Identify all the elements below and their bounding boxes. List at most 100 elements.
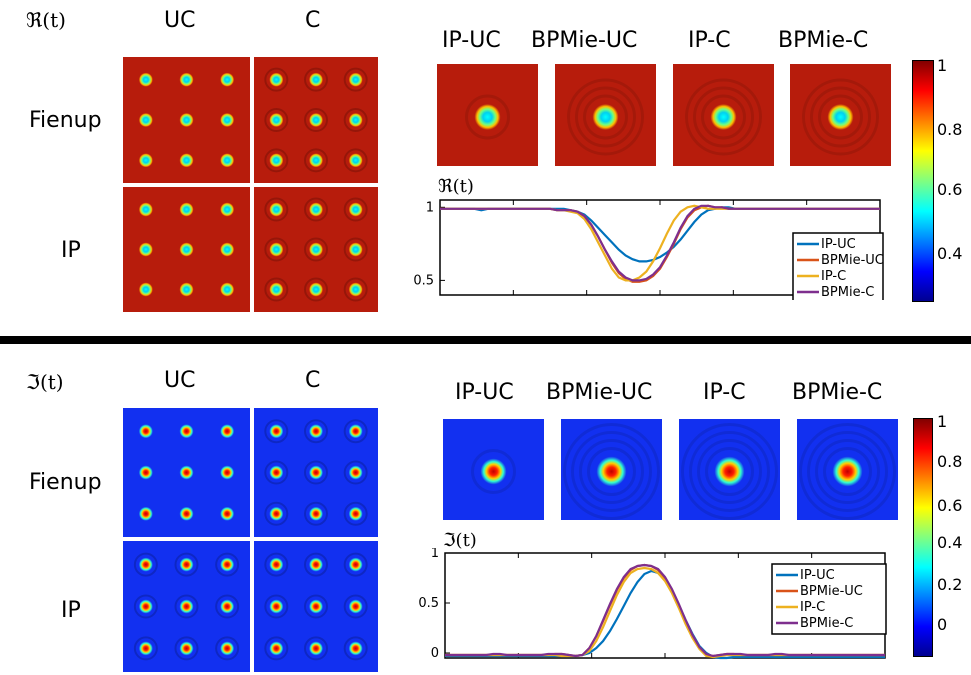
imag-part-symbol: ℑ(t) xyxy=(26,370,64,394)
particle-spot xyxy=(138,557,153,572)
particle-spot xyxy=(269,282,284,297)
real-zoom xyxy=(555,64,656,166)
panel-title-bpmie-c: BPMie-C xyxy=(778,28,869,53)
colorbar-tick: 0.8 xyxy=(937,120,963,139)
imag-grid xyxy=(123,541,250,672)
colorbar-tick: 0.2 xyxy=(937,575,963,594)
particle-spot xyxy=(138,72,153,87)
y-tick-label: 1 xyxy=(431,548,439,561)
row-label-ip: IP xyxy=(61,598,81,623)
particle-spot xyxy=(138,113,153,127)
y-tick-label: 0.5 xyxy=(418,596,439,611)
particle-spot xyxy=(827,104,854,130)
imag-grid xyxy=(254,408,378,537)
particle-spot xyxy=(309,153,323,168)
colorbar-tick: 0 xyxy=(937,615,948,634)
particle-spot xyxy=(138,506,153,521)
plot-ylabel-imag: ℑ(t) xyxy=(443,530,477,551)
particle-spot xyxy=(138,282,153,297)
legend-entry: IP-UC xyxy=(821,237,856,252)
particle-spot xyxy=(309,282,323,297)
particle-spot xyxy=(220,599,235,614)
particle-spot xyxy=(179,282,194,297)
particle-spot xyxy=(596,456,627,487)
particle-spot xyxy=(220,242,235,257)
panel-ip-c-imag xyxy=(679,419,780,520)
imag-grid xyxy=(254,541,378,672)
particle-spot xyxy=(309,641,323,656)
particle-spot xyxy=(309,465,323,480)
particle-spot xyxy=(220,113,235,127)
panel-bpmie-c-imag xyxy=(797,419,898,520)
row-label-fienup: Fienup xyxy=(29,470,102,495)
real-grid xyxy=(254,187,378,312)
grid-ip-uc xyxy=(123,541,250,672)
colorbar-tick: 0.4 xyxy=(937,533,963,552)
particle-spot xyxy=(309,72,323,87)
legend-entry: BPMie-C xyxy=(800,616,853,631)
colorbar-tick: 0.6 xyxy=(937,180,963,199)
particle-spot xyxy=(348,72,363,87)
particle-spot xyxy=(348,557,363,572)
imag-zoom xyxy=(561,419,662,520)
particle-spot xyxy=(309,424,323,439)
particle-spot xyxy=(179,506,194,521)
grid-ip-c xyxy=(254,541,378,672)
particle-spot xyxy=(179,641,194,656)
grid-ip-uc xyxy=(123,187,250,312)
panel-bpmie-c-real xyxy=(790,64,891,166)
particle-spot xyxy=(348,424,363,439)
panel-title-ip-c: IP-C xyxy=(688,28,731,53)
grid-ip-c xyxy=(254,187,378,312)
particle-spot xyxy=(348,641,363,656)
series-line-bpmie-c xyxy=(445,563,885,658)
particle-spot xyxy=(220,641,235,656)
imag-grid xyxy=(123,408,250,537)
row-label-ip: IP xyxy=(61,238,81,263)
particle-spot xyxy=(474,104,501,130)
colorbar-tick: 0.4 xyxy=(937,244,963,263)
particle-spot xyxy=(269,506,284,521)
panel-bpmie-uc-imag xyxy=(561,419,662,520)
particle-spot xyxy=(309,242,323,257)
particle-spot xyxy=(832,456,863,487)
y-tick-label: 0 xyxy=(431,646,439,661)
imag-zoom xyxy=(443,419,544,520)
particle-spot xyxy=(309,599,323,614)
particle-spot xyxy=(348,506,363,521)
particle-spot xyxy=(220,153,235,168)
panel-title-ip-uc: IP-UC xyxy=(455,380,514,405)
panel-title-bpmie-uc: BPMie-UC xyxy=(546,380,653,405)
particle-spot xyxy=(269,557,284,572)
particle-spot xyxy=(269,599,284,614)
panel-ip-uc-real xyxy=(437,64,538,166)
colorbar-tick: 1 xyxy=(937,412,948,431)
grid-fienup-c xyxy=(254,57,378,183)
particle-spot xyxy=(309,202,323,217)
real-grid xyxy=(123,57,250,183)
particle-spot xyxy=(138,641,153,656)
particle-spot xyxy=(592,104,619,130)
particle-spot xyxy=(138,465,153,480)
y-tick-label: 0.5 xyxy=(413,273,434,288)
particle-spot xyxy=(179,424,194,439)
particle-spot xyxy=(138,424,153,439)
panel-ip-c-real xyxy=(673,64,774,166)
legend-entry: BPMie-UC xyxy=(800,584,863,599)
series-line-bpmie-c xyxy=(440,204,880,282)
imag-zoom xyxy=(797,419,898,520)
particle-spot xyxy=(179,153,194,168)
colorbar-real xyxy=(912,60,934,302)
particle-spot xyxy=(348,465,363,480)
legend-entry: BPMie-UC xyxy=(821,253,884,268)
panel-ip-uc-imag xyxy=(443,419,544,520)
column-label-c: C xyxy=(305,368,321,393)
grid-fienup-uc xyxy=(123,57,250,183)
particle-spot xyxy=(348,599,363,614)
particle-spot xyxy=(269,153,284,168)
column-label-uc: UC xyxy=(164,8,196,33)
real-grid xyxy=(123,187,250,312)
